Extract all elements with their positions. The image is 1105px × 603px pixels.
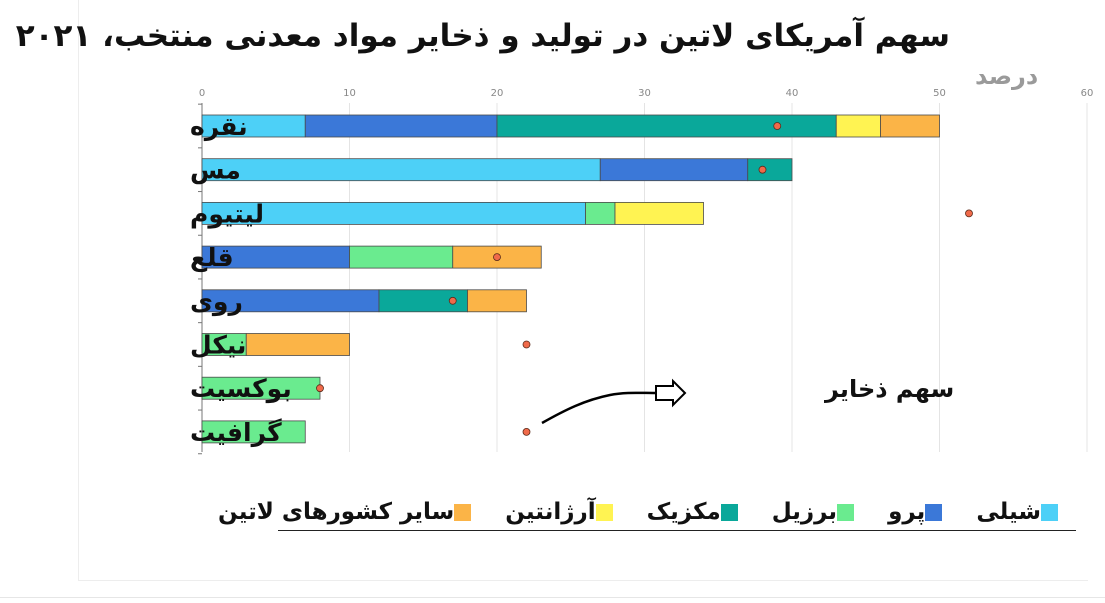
unit-label: درصد xyxy=(975,62,1039,90)
bar-segment xyxy=(201,420,306,444)
reserve-point xyxy=(493,253,501,262)
bar-segment xyxy=(467,289,527,313)
annotation-curve xyxy=(541,391,656,425)
bar-segment xyxy=(245,333,350,356)
annotation-arrow-icon xyxy=(655,378,687,408)
category-label: نقره xyxy=(190,112,248,142)
bar-segment xyxy=(835,114,881,138)
legend-swatch xyxy=(720,503,738,521)
legend-label: پرو xyxy=(888,499,926,525)
reserve-point xyxy=(448,296,457,305)
legend-item: شیلی xyxy=(976,499,1070,525)
bar-segment xyxy=(201,158,601,182)
category-label: گرافیت xyxy=(190,418,282,448)
reserve-point xyxy=(522,427,531,436)
legend-swatch xyxy=(454,503,472,521)
legend-item: پرو xyxy=(888,499,954,525)
legend-item: مکزیک xyxy=(647,499,750,525)
legend-swatch xyxy=(595,503,613,521)
legend-item: آرژانتین xyxy=(505,499,624,525)
category-label: مس xyxy=(190,156,241,185)
legend-item: برزیل xyxy=(772,499,866,525)
bar-segment xyxy=(599,158,749,182)
bar-segment xyxy=(349,245,454,269)
frame-left-border xyxy=(78,0,79,580)
legend-swatch xyxy=(925,503,943,521)
frame-bottom-border xyxy=(78,580,1088,581)
reserve-point xyxy=(758,165,767,174)
category-label: نیکل xyxy=(190,331,246,360)
reserve-point xyxy=(773,122,782,130)
x-tick-label: 30 xyxy=(638,88,651,99)
legend-swatch xyxy=(1041,503,1058,521)
category-label: روی xyxy=(190,287,243,317)
annotation: سهم ذخایر xyxy=(541,375,954,425)
category-label: لیتیوم xyxy=(190,199,264,229)
bar-segment xyxy=(614,201,704,225)
x-tick-labels: 0 10 20 30 40 50 60 xyxy=(199,88,1094,99)
annotation-label: سهم ذخایر xyxy=(824,375,954,403)
legend-label: آرژانتین xyxy=(505,499,596,525)
x-tick-label: 40 xyxy=(786,88,799,99)
bar-segment xyxy=(585,201,616,225)
x-tick-label: 10 xyxy=(343,88,356,99)
page-bottom-border xyxy=(0,597,1105,598)
bar-segment xyxy=(880,114,940,138)
legend-rule xyxy=(278,530,1076,531)
reserve-point xyxy=(965,209,973,218)
legend-swatch xyxy=(837,503,855,521)
reserve-point xyxy=(522,340,531,349)
bar-segment xyxy=(496,114,837,138)
chart-title: سهم آمریکای لاتین در تولید و ذخایر مواد … xyxy=(15,18,950,54)
category-label: بوکسیت xyxy=(190,374,292,404)
legend-item: سایر کشورهای لاتین xyxy=(218,499,483,525)
bar-segment xyxy=(304,114,498,138)
category-label: قلع xyxy=(190,243,234,273)
legend: شیلی پرو برزیل مکزیک آرژانتین سایر کشورهای لا… xyxy=(180,494,1070,530)
x-tick-label: 20 xyxy=(491,88,504,99)
legend-label: مکزیک xyxy=(646,499,721,525)
legend-label: شیلی xyxy=(976,499,1041,525)
reserve-points xyxy=(316,122,973,436)
x-tick-label: 50 xyxy=(933,88,946,99)
bar-segment xyxy=(747,158,793,182)
legend-label: سایر کشورهای لاتین xyxy=(218,499,455,525)
x-tick-label: 60 xyxy=(1081,88,1094,99)
bars xyxy=(201,114,940,444)
category-labels: نقره مس لیتیوم قلع روی نیکل بوکسیت گرافیت xyxy=(190,112,292,448)
legend-label: برزیل xyxy=(771,499,838,525)
x-tick-label: 0 xyxy=(199,88,205,99)
reserve-point xyxy=(316,384,324,393)
